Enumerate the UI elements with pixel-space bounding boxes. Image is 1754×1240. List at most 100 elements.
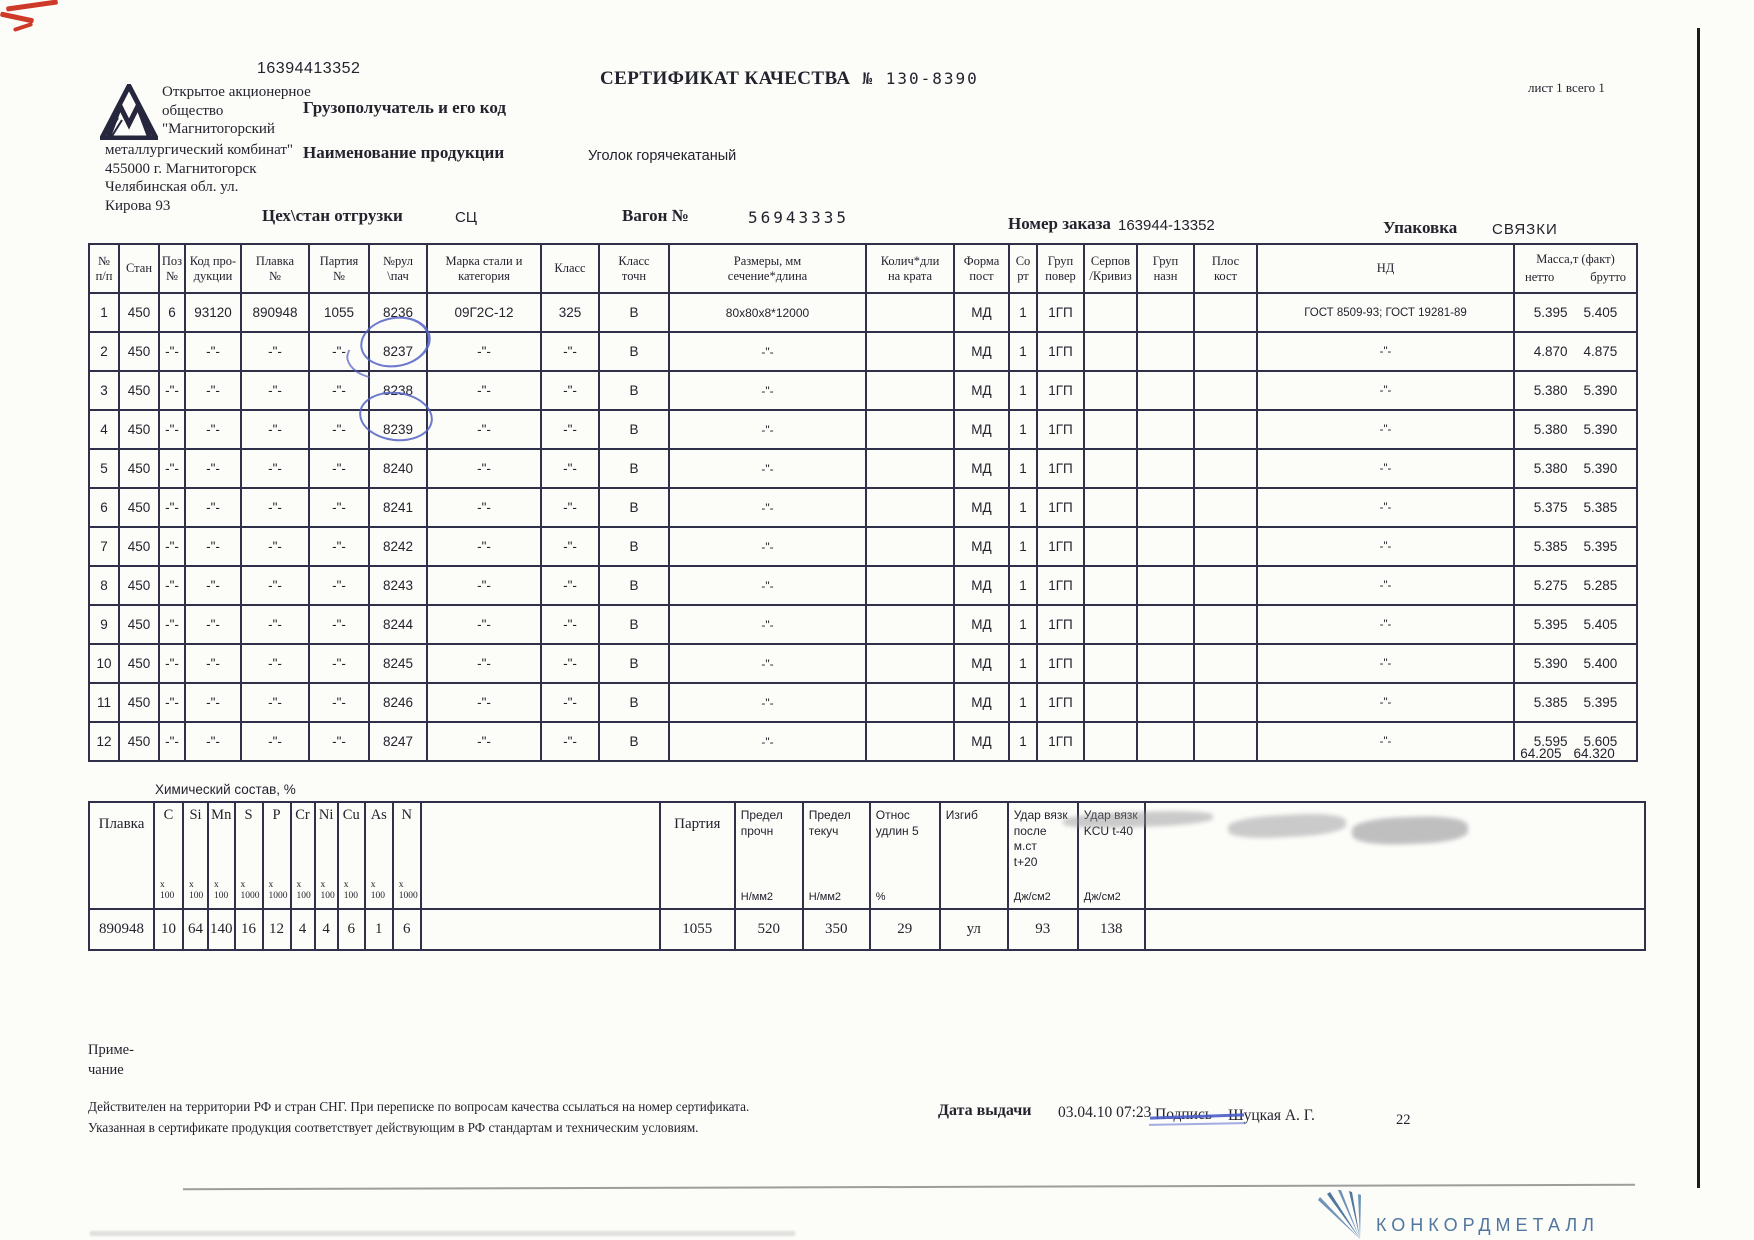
main-table-row: 4 450 -"- -"- -"- -"- 8239 -"- -"- В -"- МД 1 1ГП -"- 5… bbox=[88, 409, 1638, 450]
main-cell bbox=[1193, 370, 1258, 411]
main-cell: -"- bbox=[240, 526, 310, 567]
shipping-shop-label: Цех\стан отгрузки bbox=[262, 206, 403, 225]
main-cell bbox=[865, 604, 955, 645]
main-cell bbox=[1193, 487, 1258, 528]
chem-mech-value: 520 bbox=[733, 908, 804, 951]
company-address-block: металлургический комбинат" 455000 г. Маг… bbox=[105, 142, 294, 214]
element-symbol: Ni bbox=[318, 807, 334, 823]
main-cell: В bbox=[598, 487, 670, 528]
element-symbol: S bbox=[244, 807, 253, 823]
mass-totals: 64.205 64.320 bbox=[1505, 746, 1630, 761]
main-cell: 11 bbox=[88, 682, 120, 723]
mass-cell: 5.395 5.405 bbox=[1513, 604, 1638, 645]
main-cell: -"- bbox=[308, 409, 370, 450]
chem-element-header: As x 100 bbox=[363, 801, 394, 910]
order-number-value: 163944-13352 bbox=[1118, 217, 1215, 234]
main-col-header: Плос кост bbox=[1193, 243, 1258, 294]
main-cell bbox=[1136, 643, 1195, 684]
main-cell bbox=[1136, 565, 1195, 606]
main-cell: 8246 bbox=[368, 682, 428, 723]
main-cell: 1 bbox=[88, 292, 120, 333]
main-table-row: 3 450 -"- -"- -"- -"- 8238 -"- -"- В -"- МД 1 1ГП -"- 5… bbox=[88, 370, 1638, 411]
main-cell: МД bbox=[953, 526, 1010, 567]
main-cell: 1 bbox=[1008, 331, 1038, 372]
main-col-header: Масса,т (факт) нетто брутто bbox=[1513, 243, 1638, 294]
chem-element-value: 1 bbox=[363, 908, 394, 951]
main-cell bbox=[865, 409, 955, 450]
chem-table-title: Химический состав, % bbox=[155, 782, 296, 797]
main-cell: 1ГП bbox=[1036, 409, 1085, 450]
main-cell: МД bbox=[953, 370, 1010, 411]
certificate-number: № 130-8390 bbox=[862, 69, 979, 88]
company-name-block: Открытое акционерное общество "Магнитого… bbox=[162, 84, 311, 137]
main-cell: 8239 bbox=[368, 409, 428, 450]
main-cell bbox=[865, 331, 955, 372]
chem-element-value: 64 bbox=[182, 908, 209, 951]
main-cell: 1ГП bbox=[1036, 565, 1085, 606]
main-cell bbox=[1083, 331, 1138, 372]
main-cell: МД bbox=[953, 292, 1010, 333]
main-cell: -"- bbox=[1256, 682, 1515, 723]
certificate-title-label: СЕРТИФИКАТ КАЧЕСТВА bbox=[600, 68, 851, 89]
main-cell: -"- bbox=[426, 487, 542, 528]
main-cell: 1ГП bbox=[1036, 643, 1085, 684]
main-cell: -"- bbox=[426, 643, 542, 684]
main-cell: -"- bbox=[540, 448, 600, 489]
main-cell: -"- bbox=[1256, 604, 1515, 645]
main-cell: -"- bbox=[240, 565, 310, 606]
element-multiplier: x 100 bbox=[160, 880, 175, 902]
main-cell: 450 bbox=[118, 409, 160, 450]
main-cell bbox=[865, 565, 955, 606]
main-table-row: 10 450 -"- -"- -"- -"- 8245 -"- -"- В -"- МД 1 1ГП -"-… bbox=[88, 643, 1638, 684]
chem-mech-header: Относ удлин 5% bbox=[868, 801, 941, 910]
main-cell: -"- bbox=[426, 565, 542, 606]
main-cell: 1 bbox=[1008, 721, 1038, 762]
element-symbol: P bbox=[272, 807, 281, 823]
main-cell: 1ГП bbox=[1036, 292, 1085, 333]
mass-cell: 5.385 5.395 bbox=[1513, 682, 1638, 723]
chem-element-header: Ni x 100 bbox=[313, 801, 339, 910]
main-cell: 1ГП bbox=[1036, 604, 1085, 645]
main-cell: -"- bbox=[308, 721, 370, 762]
main-cell: 450 bbox=[118, 565, 160, 606]
main-cell: В bbox=[598, 292, 670, 333]
main-cell: -"- bbox=[184, 526, 242, 567]
mech-unit: Дж/см2 bbox=[1083, 891, 1121, 903]
main-table-row: 8 450 -"- -"- -"- -"- 8243 -"- -"- В -"- МД 1 1ГП -"- 5… bbox=[88, 565, 1638, 606]
main-cell: -"- bbox=[426, 409, 542, 450]
element-multiplier: x 100 bbox=[214, 880, 229, 902]
chem-element-value: 12 bbox=[261, 908, 292, 951]
main-cell: 8 bbox=[88, 565, 120, 606]
mass-value: 5.380 bbox=[1533, 383, 1568, 398]
mech-unit: Н/мм2 bbox=[740, 891, 773, 903]
main-cell: -"- bbox=[540, 604, 600, 645]
chem-batch-value: 1055 bbox=[658, 908, 736, 951]
mass-cell: 5.380 5.390 bbox=[1513, 409, 1638, 450]
red-pen-mark bbox=[12, 22, 34, 32]
mass-value: 5.380 bbox=[1533, 422, 1568, 437]
chem-batch-header: Партия bbox=[658, 801, 736, 910]
chem-element-value: 6 bbox=[391, 908, 422, 951]
main-cell: -"- bbox=[426, 331, 542, 372]
main-cell: 6 bbox=[88, 487, 120, 528]
main-cell bbox=[1083, 292, 1138, 333]
main-cell: -"- bbox=[1256, 409, 1515, 450]
main-col-header: Груп повер bbox=[1036, 243, 1085, 294]
main-cell: 8237 bbox=[368, 331, 428, 372]
mass-cell: 5.275 5.285 bbox=[1513, 565, 1638, 606]
main-cell: 1ГП bbox=[1036, 370, 1085, 411]
mass-subheader: нетто bbox=[1525, 270, 1555, 284]
mass-value: 5.395 bbox=[1583, 539, 1618, 554]
element-multiplier: x 1000 bbox=[398, 880, 418, 902]
main-cell: 8242 bbox=[368, 526, 428, 567]
main-cell bbox=[865, 487, 955, 528]
chem-element-value: 140 bbox=[207, 908, 236, 951]
main-cell bbox=[1136, 370, 1195, 411]
main-cell: -"- bbox=[184, 448, 242, 489]
main-cell: МД bbox=[953, 487, 1010, 528]
main-cell: В bbox=[598, 643, 670, 684]
